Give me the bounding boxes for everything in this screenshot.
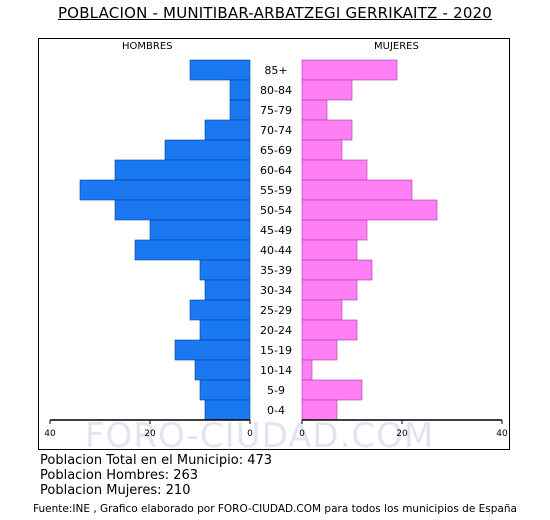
women-bar (301, 359, 313, 381)
men-bar (199, 379, 251, 401)
men-bar (79, 179, 251, 201)
age-group-label: 50-54 (260, 204, 292, 217)
men-header: HOMBRES (122, 41, 173, 52)
age-group-label: 45-49 (260, 224, 292, 237)
men-bar (199, 259, 251, 281)
women-bar (301, 399, 338, 421)
women-bar (301, 199, 438, 221)
source-note: Fuente:INE , Grafico elaborado por FORO-… (33, 503, 517, 515)
women-bar (301, 59, 398, 81)
age-group-label: 5-9 (267, 384, 285, 397)
men-bar (204, 399, 251, 421)
age-group-label: 80-84 (260, 84, 292, 97)
women-population: Poblacion Mujeres: 210 (40, 483, 191, 498)
men-bar (204, 119, 251, 141)
women-bar (301, 239, 358, 261)
women-bar (301, 259, 373, 281)
age-group-label: 70-74 (260, 124, 292, 137)
men-bar (189, 299, 251, 321)
men-axis-tick-label: 20 (144, 429, 156, 439)
women-bar (301, 319, 358, 341)
men-axis-tick-label: 40 (44, 429, 56, 439)
watermark: FORO-CIUDAD.COM (85, 416, 435, 456)
age-group-label: 55-59 (260, 184, 292, 197)
age-group-label: 15-19 (260, 344, 292, 357)
chart-title: POBLACION - MUNITIBAR-ARBATZEGI GERRIKAI… (57, 4, 493, 22)
men-bar (229, 99, 251, 121)
women-bar (301, 279, 358, 301)
men-bar (194, 359, 251, 381)
women-bar (301, 139, 343, 161)
women-bar (301, 379, 363, 401)
men-bar (174, 339, 251, 361)
age-group-label: 85+ (264, 64, 287, 77)
men-axis-tick-label: 0 (247, 429, 253, 439)
women-axis-tick-label: 40 (496, 429, 508, 439)
men-bar (199, 319, 251, 341)
women-bar (301, 219, 368, 241)
age-group-label: 65-69 (260, 144, 292, 157)
women-bar (301, 119, 353, 141)
women-axis-tick-label: 0 (299, 429, 305, 439)
age-group-label: 30-34 (260, 284, 292, 297)
men-bar (134, 239, 251, 261)
age-group-label: 10-14 (260, 364, 292, 377)
men-bar (114, 199, 251, 221)
age-group-label: 0-4 (267, 404, 285, 417)
women-bar (301, 299, 343, 321)
men-bar (189, 59, 251, 81)
women-bar (301, 99, 328, 121)
age-group-label: 40-44 (260, 244, 292, 257)
men-population: Poblacion Hombres: 263 (40, 468, 199, 483)
age-group-label: 25-29 (260, 304, 292, 317)
total-population: Poblacion Total en el Municipio: 473 (40, 453, 273, 468)
women-bar (301, 79, 353, 101)
summary: Poblacion Total en el Municipio: 473 Pob… (40, 453, 272, 498)
men-bar (164, 139, 251, 161)
age-group-label: 35-39 (260, 264, 292, 277)
chart-panel (38, 38, 510, 450)
women-bar (301, 159, 368, 181)
age-group-label: 60-64 (260, 164, 292, 177)
men-bar (229, 79, 251, 101)
men-bar (114, 159, 251, 181)
age-group-label: 20-24 (260, 324, 292, 337)
women-bar (301, 339, 338, 361)
population-pyramid: 85+ 80-84 75-79 70-74 65-69 60-64 55-59 50-54 45… (44, 59, 508, 439)
women-header: MUJERES (374, 41, 419, 52)
women-bar (301, 179, 413, 201)
women-axis-tick-label: 20 (396, 429, 408, 439)
men-bar (204, 279, 251, 301)
age-group-label: 75-79 (260, 104, 292, 117)
men-bar (149, 219, 251, 241)
